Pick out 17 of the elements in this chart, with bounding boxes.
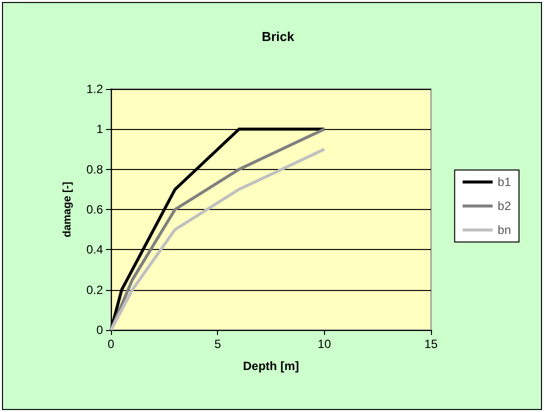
y-tick-label: 1.2 — [86, 82, 104, 96]
legend-label: b1 — [498, 175, 512, 189]
legend-label: bn — [498, 223, 512, 237]
y-tick-label: 0.8 — [86, 162, 104, 176]
chart-title: Brick — [262, 29, 296, 44]
x-tick-label: 5 — [214, 337, 222, 351]
y-tick-label: 1 — [96, 122, 104, 136]
y-tick-label: 0.6 — [86, 202, 104, 216]
x-tick-label: 15 — [424, 337, 438, 351]
x-tick-label: 10 — [318, 337, 332, 351]
legend-label: b2 — [498, 199, 512, 213]
y-axis-title: damage [-] — [62, 181, 74, 238]
y-tick-label: 0.4 — [86, 242, 104, 257]
x-tick-label: 0 — [108, 337, 115, 351]
y-tick-label: 0.2 — [86, 282, 104, 297]
y-tick-label: 0 — [96, 323, 104, 337]
x-axis-title: Depth [m] — [243, 359, 299, 373]
